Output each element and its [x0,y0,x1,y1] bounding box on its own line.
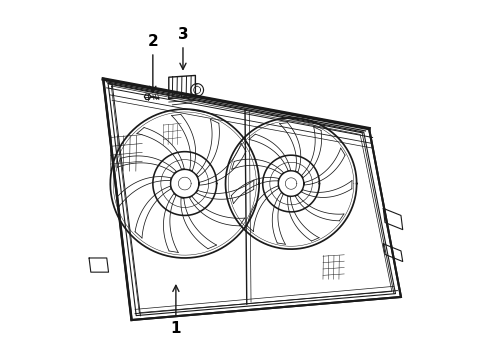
Text: 2: 2 [147,34,158,93]
Text: 1: 1 [171,285,181,336]
Text: 3: 3 [178,27,188,69]
